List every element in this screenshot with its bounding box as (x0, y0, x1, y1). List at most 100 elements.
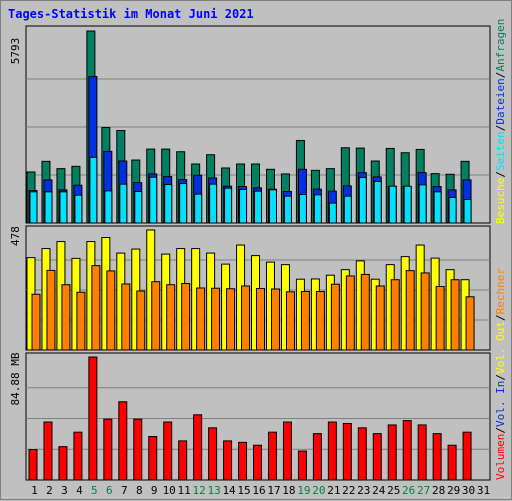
bar-rechner (375, 285, 385, 351)
bar-seiten (194, 193, 203, 224)
bar-seiten (134, 191, 143, 224)
x-tick-label: 6 (106, 484, 113, 497)
bar-rechner (46, 269, 56, 351)
bar-volumen (73, 431, 83, 481)
bar-volumen (58, 446, 68, 481)
bar-rechner (315, 291, 325, 351)
bar-volumen (163, 421, 173, 481)
legend-seiten: Seiten (494, 131, 507, 171)
bar-volumen (267, 431, 277, 481)
x-tick-label: 27 (417, 484, 430, 497)
bar-rechner (300, 291, 310, 351)
legend-sep: / (494, 125, 507, 132)
x-tick-label: 7 (121, 484, 128, 497)
bar-rechner (285, 291, 295, 351)
bar-volumen (253, 444, 263, 481)
bar-rechner (181, 282, 191, 351)
bar-rechner (330, 283, 340, 351)
bar-volumen (178, 440, 188, 481)
x-tick-label: 14 (222, 484, 236, 497)
bar-seiten (283, 195, 292, 224)
bar-seiten (268, 189, 277, 224)
legend-top: Besuche/Seiten/Dateien/Anfragen (494, 19, 507, 224)
bar-volumen (447, 444, 457, 481)
bar-volumen (238, 441, 248, 481)
bar-volumen (357, 427, 367, 481)
x-tick-label: 28 (432, 484, 445, 497)
legend-rechner: Rechner (494, 268, 507, 315)
bar-seiten (44, 191, 53, 224)
bar-volumen (208, 427, 218, 481)
bar-seiten (448, 196, 457, 224)
bar-volumen (148, 436, 158, 481)
bar-seiten (313, 194, 322, 224)
x-tick-label: 18 (282, 484, 295, 497)
bar-volumen (28, 449, 38, 481)
x-tick-label: 31 (477, 484, 490, 497)
bar-rechner (136, 290, 146, 351)
bar-seiten (358, 177, 367, 224)
chart-title: Tages-Statistik im Monat Juni 2021 (8, 7, 254, 21)
bar-seiten (149, 176, 158, 224)
bar-rechner (226, 288, 236, 351)
bar-volumen (372, 433, 382, 481)
bar-seiten (433, 191, 442, 224)
x-tick-label: 29 (447, 484, 460, 497)
bar-seiten (164, 184, 173, 224)
x-tick-label: 2 (46, 484, 53, 497)
x-tick-label: 21 (327, 484, 340, 497)
bar-seiten (74, 194, 83, 224)
bar-seiten (343, 195, 352, 224)
bar-rechner (241, 285, 251, 351)
bar-volumen (327, 421, 337, 481)
bar-rechner (196, 287, 206, 351)
legend-vol-in: Vol. In (494, 381, 507, 427)
legend-sep: / (494, 374, 507, 381)
bar-volumen (223, 440, 233, 481)
legend-besuche: Besuche (494, 178, 507, 224)
x-tick-label: 12 (193, 484, 206, 497)
bar-volumen (402, 420, 412, 481)
bar-seiten (209, 183, 218, 224)
x-tick-label: 25 (387, 484, 400, 497)
bar-seiten (59, 191, 68, 224)
bar-volumen (312, 433, 322, 481)
bar-volumen (297, 450, 307, 481)
bar-volumen (43, 421, 53, 481)
x-tick-label: 17 (267, 484, 280, 497)
bar-rechner (106, 270, 116, 351)
bar-seiten (254, 190, 263, 224)
legend-sep: / (494, 72, 507, 79)
bar-volumen (417, 424, 427, 481)
x-tick-label: 13 (207, 484, 220, 497)
bar-rechner (61, 284, 71, 351)
bar-volumen (133, 418, 143, 481)
middle-max-label: 478 (9, 226, 22, 246)
bar-rechner (435, 285, 445, 351)
bar-rechner (166, 284, 176, 351)
x-tick-label: 19 (297, 484, 310, 497)
bar-rechner (121, 283, 131, 351)
bar-volumen (342, 422, 352, 481)
bar-seiten (104, 190, 113, 224)
legend-dateien: Dateien (494, 78, 507, 124)
legend-anfragen: Anfragen (494, 19, 507, 72)
bar-seiten (388, 185, 397, 224)
x-tick-label: 16 (252, 484, 265, 497)
bar-rechner (31, 293, 41, 351)
bar-rechner (211, 287, 221, 351)
legend-sep: / (494, 314, 507, 321)
x-tick-label: 30 (462, 484, 475, 497)
bar-volumen (193, 414, 203, 481)
bar-volumen (387, 424, 397, 481)
bar-seiten (89, 156, 98, 224)
bar-rechner (151, 281, 161, 351)
x-tick-label: 8 (136, 484, 143, 497)
bar-rechner (405, 270, 415, 351)
x-tick-label: 11 (178, 484, 191, 497)
bar-seiten (373, 181, 382, 224)
bar-volumen (103, 418, 113, 481)
x-tick-label: 10 (163, 484, 176, 497)
